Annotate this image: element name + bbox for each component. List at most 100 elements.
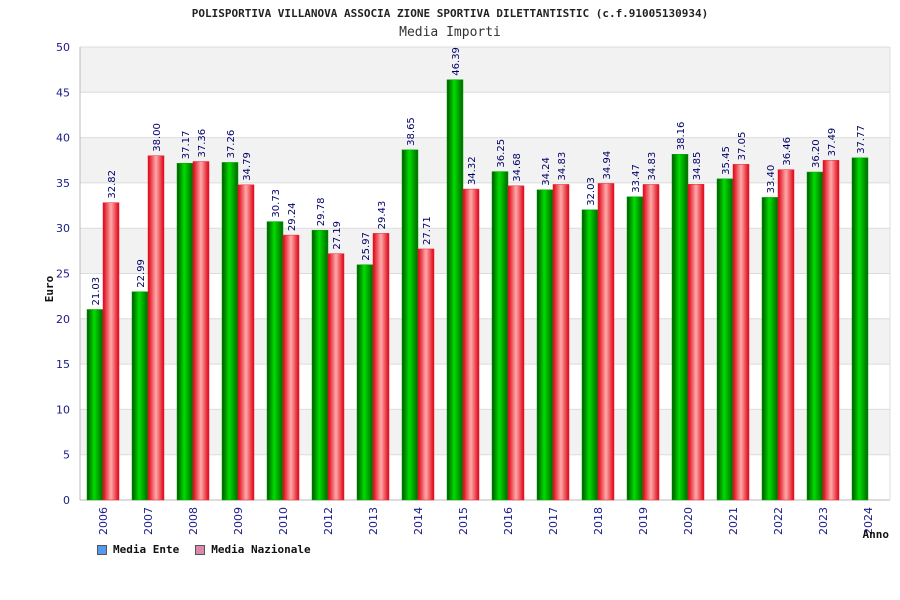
bar-nazionale: [102, 202, 120, 501]
grid-band: [80, 228, 890, 274]
legend-label-nazionale: Media Nazionale: [211, 543, 311, 556]
bar-nazionale: [777, 169, 795, 501]
data-label: 29.78: [316, 198, 327, 227]
bar-ente: [536, 189, 554, 501]
data-label: 29.24: [287, 202, 298, 231]
y-tick-label: 50: [56, 41, 70, 54]
data-label: 21.03: [91, 277, 102, 306]
x-tick-label: 2022: [772, 507, 785, 535]
data-label: 34.83: [557, 152, 568, 181]
data-label: 34.32: [467, 156, 478, 185]
data-label: 36.25: [496, 139, 507, 168]
x-tick-label: 2021: [727, 507, 740, 535]
bar-ente: [806, 171, 824, 501]
x-tick-label: 2010: [277, 507, 290, 535]
data-label: 37.49: [827, 128, 838, 157]
x-tick-label: 2020: [682, 507, 695, 535]
x-tick-label: 2015: [457, 507, 470, 535]
data-label: 38.65: [406, 117, 417, 146]
bar-ente: [266, 221, 284, 501]
bar-ente: [626, 196, 644, 501]
grid-band: [80, 409, 890, 455]
data-label: 33.47: [631, 164, 642, 193]
data-label: 22.99: [136, 259, 147, 288]
bar-ente: [581, 209, 599, 501]
legend-swatch-ente: [97, 544, 107, 555]
bar-nazionale: [282, 234, 300, 501]
x-axis-label: Anno: [863, 528, 890, 541]
x-tick-label: 2008: [187, 507, 200, 535]
x-tick-label: 2019: [637, 507, 650, 535]
bar-ente: [356, 264, 374, 501]
x-tick-label: 2014: [412, 507, 425, 535]
bar-nazionale: [237, 184, 255, 501]
y-tick-label: 15: [56, 358, 70, 371]
legend: Media Ente Media Nazionale: [97, 543, 311, 556]
data-label: 37.05: [737, 132, 748, 161]
bar-ente: [491, 171, 509, 501]
y-tick-label: 20: [56, 313, 70, 326]
data-label: 34.68: [512, 153, 523, 182]
bar-ente: [401, 149, 419, 501]
bar-nazionale: [417, 248, 435, 501]
grid-band: [80, 318, 890, 365]
grid-band: [80, 137, 890, 183]
data-label: 38.16: [676, 122, 687, 151]
y-tick-label: 25: [56, 268, 70, 281]
chart-subtitle: Media Importi: [399, 25, 501, 40]
bar-ente: [221, 162, 239, 501]
bar-ente: [176, 162, 194, 501]
y-tick-label: 10: [56, 403, 70, 416]
data-label: 37.26: [226, 130, 237, 159]
bar-nazionale: [687, 184, 705, 501]
data-label: 35.45: [721, 146, 732, 175]
data-label: 34.94: [602, 151, 613, 180]
bar-nazionale: [507, 185, 525, 501]
y-axis-label: Euro: [43, 275, 56, 302]
data-label: 34.24: [541, 157, 552, 186]
data-label: 32.03: [586, 177, 597, 206]
bar-nazionale: [462, 188, 480, 501]
data-label: 33.40: [766, 165, 777, 194]
x-tick-label: 2006: [97, 507, 110, 535]
data-label: 37.77: [856, 125, 867, 154]
data-label: 32.82: [107, 170, 118, 199]
legend-item-nazionale: Media Nazionale: [195, 543, 311, 556]
data-label: 34.85: [692, 152, 703, 181]
bar-nazionale: [552, 184, 570, 501]
data-label: 38.00: [152, 123, 163, 152]
y-tick-label: 5: [63, 449, 70, 462]
bar-ente: [851, 157, 869, 501]
chart-title: POLISPORTIVA VILLANOVA ASSOCIA ZIONE SPO…: [191, 7, 709, 20]
x-tick-label: 2016: [502, 507, 515, 535]
y-tick-label: 45: [56, 86, 70, 99]
data-label: 30.73: [271, 189, 282, 218]
data-label: 25.97: [361, 232, 372, 261]
bar-nazionale: [327, 253, 345, 501]
data-label: 29.43: [377, 201, 388, 230]
data-label: 36.46: [782, 137, 793, 166]
y-tick-label: 30: [56, 222, 70, 235]
bar-nazionale: [192, 161, 210, 501]
x-tick-label: 2009: [232, 507, 245, 535]
data-label: 34.79: [242, 152, 253, 181]
bar-nazionale: [597, 183, 615, 501]
data-label: 36.20: [811, 139, 822, 168]
data-label: 34.83: [647, 152, 658, 181]
y-tick-label: 35: [56, 177, 70, 190]
x-tick-label: 2012: [322, 507, 335, 535]
bar-ente: [671, 154, 689, 501]
data-label: 37.36: [197, 129, 208, 158]
bar-nazionale: [732, 164, 750, 501]
x-tick-label: 2013: [367, 507, 380, 535]
bar-ente: [131, 291, 149, 501]
legend-swatch-nazionale: [195, 544, 206, 555]
bar-ente: [761, 197, 779, 501]
bar-nazionale: [372, 233, 390, 501]
x-tick-label: 2017: [547, 507, 560, 535]
data-label: 37.17: [181, 131, 192, 160]
bar-nazionale: [147, 155, 165, 501]
legend-item-ente: Media Ente: [97, 543, 179, 556]
y-tick-label: 40: [56, 132, 70, 145]
